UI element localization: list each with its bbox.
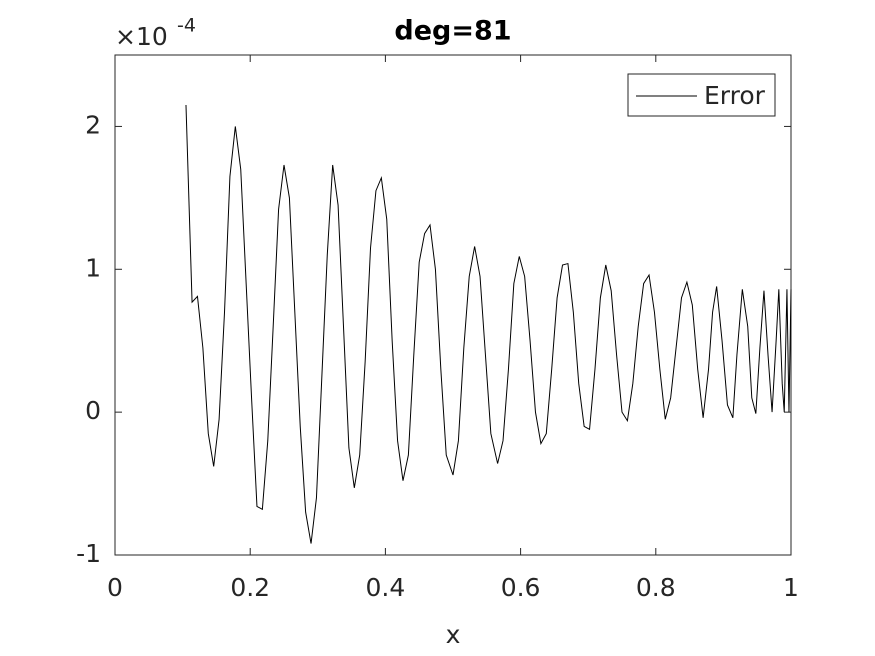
chart-title: deg=81 bbox=[394, 16, 511, 47]
x-axis-label: x bbox=[446, 620, 461, 649]
x-tick-label: 0 bbox=[107, 573, 123, 602]
x-tick-label: 0.2 bbox=[230, 573, 270, 602]
x-tick-label: 0.8 bbox=[636, 573, 676, 602]
legend-box bbox=[627, 73, 776, 117]
y-multiplier: ×10 bbox=[115, 22, 168, 51]
y-tick-label: -1 bbox=[76, 539, 101, 568]
legend-label: Error bbox=[704, 81, 766, 110]
data-line bbox=[185, 104, 792, 544]
x-tick-label: 1 bbox=[783, 573, 799, 602]
y-exponent: -4 bbox=[177, 15, 196, 37]
y-tick-label: 1 bbox=[85, 253, 101, 282]
plot-area bbox=[114, 54, 792, 556]
y-tick-label: 2 bbox=[85, 110, 101, 139]
x-tick-label: 0.6 bbox=[501, 573, 541, 602]
y-tick-label: 0 bbox=[85, 396, 101, 425]
x-tick-label: 0.4 bbox=[366, 573, 406, 602]
